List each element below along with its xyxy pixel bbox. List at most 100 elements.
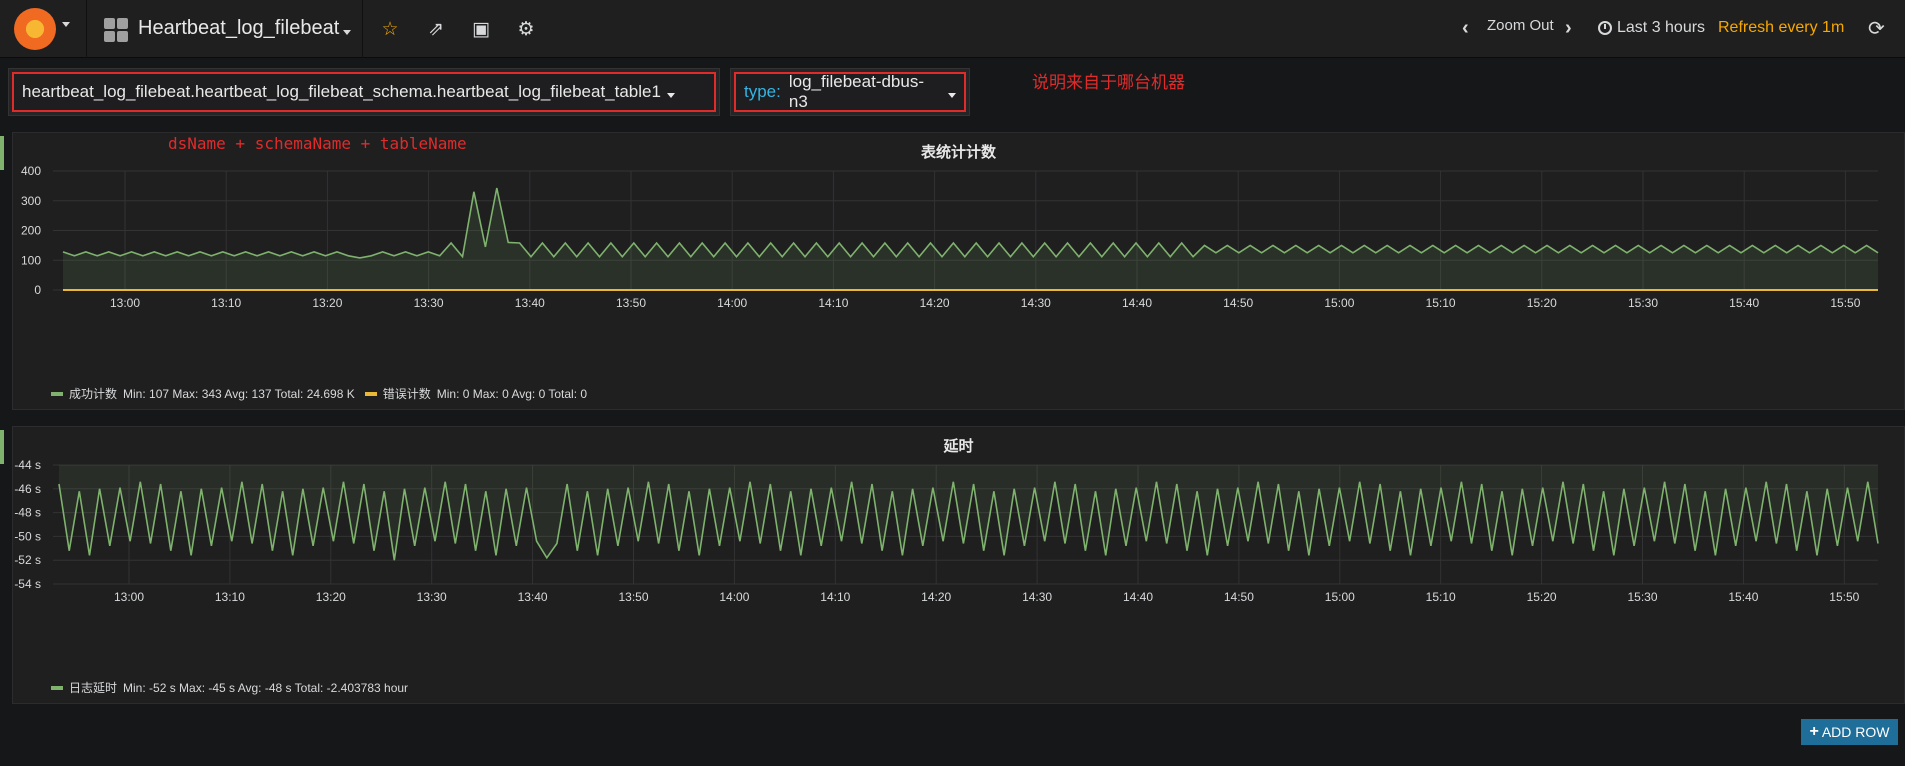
x-tick-label: 14:00: [717, 296, 747, 310]
y-tick-label: -46 s: [14, 482, 41, 496]
save-icon[interactable]: ▣: [472, 18, 490, 40]
x-tick-label: 14:50: [1224, 590, 1254, 604]
x-tick-label: 15:50: [1829, 590, 1859, 604]
plus-icon: +: [1809, 723, 1819, 740]
legend: 成功计数 Min: 107 Max: 343 Avg: 137 Total: 2…: [51, 385, 597, 402]
chevron-right-icon[interactable]: ›: [1565, 17, 1572, 39]
x-tick-label: 14:20: [921, 590, 951, 604]
dashboard-grid-icon: [104, 18, 128, 42]
table-variable-select[interactable]: heartbeat_log_filebeat.heartbeat_log_fil…: [12, 72, 716, 112]
top-navbar: Heartbeat_log_filebeat ☆ ⇗ ▣ ⚙ ‹ Zoom Ou…: [0, 0, 1905, 58]
chevron-down-icon: [666, 92, 675, 98]
x-tick-label: 14:30: [1021, 296, 1051, 310]
type-variable-label: type:: [744, 82, 781, 101]
chevron-down-icon: [948, 92, 956, 98]
legend-stats: Min: 0 Max: 0 Avg: 0 Total: 0: [436, 386, 588, 401]
x-tick-label: 15:30: [1628, 296, 1658, 310]
star-icon[interactable]: ☆: [381, 18, 399, 40]
machine-annotation: 说明来自于哪台机器: [1032, 73, 1185, 93]
y-tick-label: -52 s: [14, 553, 41, 567]
legend-series-name: 日志延时: [69, 681, 118, 695]
x-tick-label: 13:40: [518, 590, 548, 604]
x-tick-label: 15:10: [1426, 296, 1456, 310]
y-tick-label: -44 s: [14, 458, 41, 472]
share-icon[interactable]: ⇗: [428, 18, 444, 40]
add-row-label: ADD ROW: [1821, 724, 1890, 740]
graph-panel-table-count: 表统计计数 400 300 200 100 0 13:00 13:10 13:20 13:30 1…: [12, 132, 1905, 410]
type-variable-value: log_filebeat-dbus-n3: [788, 72, 925, 111]
divider: [362, 0, 363, 58]
chevron-down-icon[interactable]: [62, 22, 70, 27]
x-tick-label: 13:30: [414, 296, 444, 310]
legend-swatch: [364, 391, 377, 396]
x-tick-label: 15:40: [1728, 590, 1758, 604]
x-tick-label: 14:30: [1022, 590, 1052, 604]
time-range-label: Last 3 hours: [1617, 19, 1706, 36]
grafana-logo-icon[interactable]: [14, 8, 56, 50]
x-tick-label: 13:50: [618, 590, 648, 604]
series-line-success: [62, 187, 1879, 259]
row-collapse-marker[interactable]: [0, 136, 4, 170]
legend-item-error[interactable]: 错误计数 Min: 0 Max: 0 Avg: 0 Total: 0: [364, 385, 588, 402]
x-tick-label: 13:20: [316, 590, 346, 604]
y-tick-label: 200: [21, 224, 41, 238]
table-variable-value: heartbeat_log_filebeat.heartbeat_log_fil…: [22, 82, 661, 101]
y-tick-label: 0: [34, 283, 41, 297]
legend-stats: Min: 107 Max: 343 Avg: 137 Total: 24.698…: [123, 386, 355, 401]
x-tick-label: 13:10: [215, 590, 245, 604]
x-tick-label: 14:50: [1223, 296, 1253, 310]
name-annotation: dsName + schemaName + tableName: [168, 134, 467, 153]
x-tick-label: 14:10: [818, 296, 848, 310]
y-tick-label: -50 s: [14, 529, 41, 543]
x-tick-label: 15:00: [1325, 590, 1355, 604]
dashboard-title[interactable]: Heartbeat_log_filebeat: [138, 17, 340, 39]
legend-item-latency[interactable]: 日志延时 Min: -52 s Max: -45 s Avg: -48 s To…: [51, 679, 408, 696]
legend-series-name: 成功计数: [69, 387, 118, 401]
x-tick-label: 14:40: [1123, 590, 1153, 604]
latency-chart: -44 s -46 s -48 s -50 s -52 s -54 s 13:00 13:10…: [14, 458, 1879, 604]
x-tick-label: 14:10: [820, 590, 850, 604]
x-tick-label: 14:20: [920, 296, 950, 310]
type-variable-select[interactable]: type: log_filebeat-dbus-n3: [734, 72, 966, 112]
x-tick-label: 14:00: [719, 590, 749, 604]
x-tick-label: 13:40: [515, 296, 545, 310]
x-tick-label: 13:00: [114, 590, 144, 604]
x-tick-label: 13:30: [417, 590, 447, 604]
row-collapse-marker[interactable]: [0, 430, 4, 464]
legend-stats: Min: -52 s Max: -45 s Avg: -48 s Total: …: [123, 680, 409, 695]
y-tick-label: -48 s: [14, 506, 41, 520]
x-tick-label: 13:00: [110, 296, 140, 310]
y-tick-label: 300: [21, 194, 41, 208]
chevron-down-icon[interactable]: [343, 30, 351, 35]
chevron-left-icon[interactable]: ‹: [1462, 17, 1469, 39]
y-tick-label: 100: [21, 253, 41, 267]
legend-swatch: [51, 391, 63, 396]
legend-swatch: [51, 685, 63, 690]
clock-icon: [1598, 21, 1612, 35]
x-tick-label: 13:50: [616, 296, 646, 310]
series-line-latency: [58, 481, 1879, 561]
gear-icon[interactable]: ⚙: [517, 18, 535, 40]
x-tick-label: 13:10: [211, 296, 241, 310]
refresh-interval[interactable]: Refresh every 1m: [1718, 19, 1845, 36]
x-tick-label: 15:30: [1627, 590, 1657, 604]
series-area-success: [63, 188, 1878, 290]
refresh-icon[interactable]: ⟳: [1868, 18, 1885, 40]
y-tick-label: -54 s: [14, 577, 41, 591]
x-tick-label: 15:20: [1527, 296, 1557, 310]
panel-title[interactable]: 表统计计数: [920, 144, 996, 161]
table-count-chart: 400 300 200 100 0 13:00 13:10 13:20 13:30 13:40 13…: [21, 164, 1879, 310]
panel-title[interactable]: 延时: [943, 438, 974, 455]
x-tick-label: 14:40: [1122, 296, 1152, 310]
legend-item-success[interactable]: 成功计数 Min: 107 Max: 343 Avg: 137 Total: 2…: [51, 385, 355, 402]
time-range-picker[interactable]: Last 3 hours: [1598, 19, 1705, 37]
x-tick-label: 15:20: [1527, 590, 1557, 604]
graph-panel-latency: 延时 -44 s -46 s -48 s -50 s -52 s -54 s 13:00 13…: [12, 426, 1905, 704]
add-row-button[interactable]: + ADD ROW: [1801, 719, 1898, 745]
x-tick-label: 15:40: [1729, 296, 1759, 310]
x-tick-label: 13:20: [312, 296, 342, 310]
x-tick-label: 15:50: [1830, 296, 1860, 310]
zoom-out-button[interactable]: Zoom Out: [1487, 17, 1554, 34]
x-tick-label: 15:00: [1324, 296, 1354, 310]
legend: 日志延时 Min: -52 s Max: -45 s Avg: -48 s To…: [51, 679, 418, 696]
